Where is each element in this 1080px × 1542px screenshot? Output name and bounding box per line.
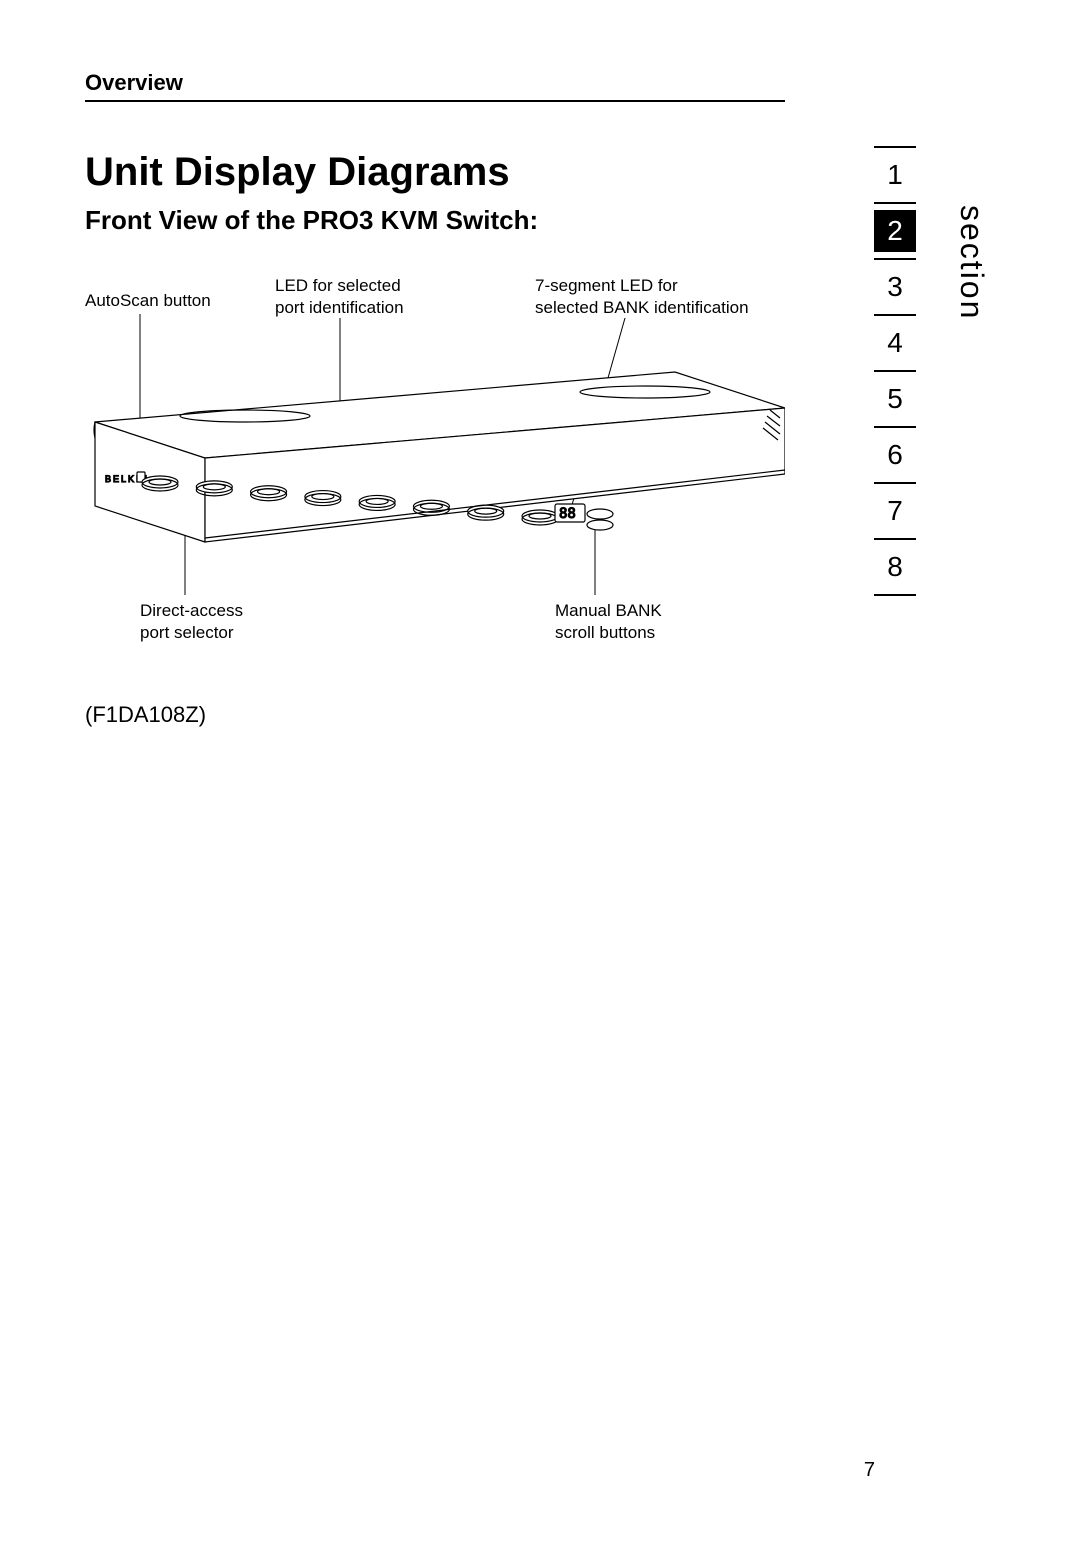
section-nav: 1 2 3 4 5 6 7 8 <box>865 140 925 602</box>
section-nav-item-4[interactable]: 4 <box>874 322 916 364</box>
device-port-button <box>522 510 558 522</box>
header-title: Overview <box>85 70 183 96</box>
model-number: (F1DA108Z) <box>85 702 206 728</box>
device-7seg-digits: 88 <box>559 506 576 522</box>
device-bank-scroll-up <box>587 509 613 519</box>
nav-divider <box>874 538 916 540</box>
nav-divider <box>874 146 916 148</box>
device-port-button <box>142 476 178 488</box>
nav-divider <box>874 314 916 316</box>
diagram-area: AutoScan button LED for selected port id… <box>85 260 785 700</box>
nav-divider <box>874 370 916 372</box>
section-nav-item-5[interactable]: 5 <box>874 378 916 420</box>
section-nav-item-1[interactable]: 1 <box>874 154 916 196</box>
section-nav-item-7[interactable]: 7 <box>874 490 916 532</box>
nav-divider <box>874 594 916 596</box>
device-port-button <box>251 486 287 498</box>
page-number: 7 <box>864 1459 875 1482</box>
device-drawing: BELKIN 88 <box>94 372 785 542</box>
device-port-button <box>305 491 341 503</box>
device-bank-scroll-down <box>587 520 613 530</box>
section-nav-item-3[interactable]: 3 <box>874 266 916 308</box>
subtitle: Front View of the PRO3 KVM Switch: <box>85 205 538 236</box>
nav-divider <box>874 202 916 204</box>
device-port-button <box>196 481 232 493</box>
section-nav-item-6[interactable]: 6 <box>874 434 916 476</box>
header-rule <box>85 100 785 102</box>
device-port-button <box>359 495 395 507</box>
section-nav-item-2[interactable]: 2 <box>874 210 916 252</box>
nav-divider <box>874 258 916 260</box>
section-label: section <box>953 205 990 320</box>
nav-divider <box>874 426 916 428</box>
diagram-svg: BELKIN 88 <box>85 260 785 660</box>
section-nav-item-8[interactable]: 8 <box>874 546 916 588</box>
nav-divider <box>874 482 916 484</box>
main-title: Unit Display Diagrams <box>85 150 510 195</box>
